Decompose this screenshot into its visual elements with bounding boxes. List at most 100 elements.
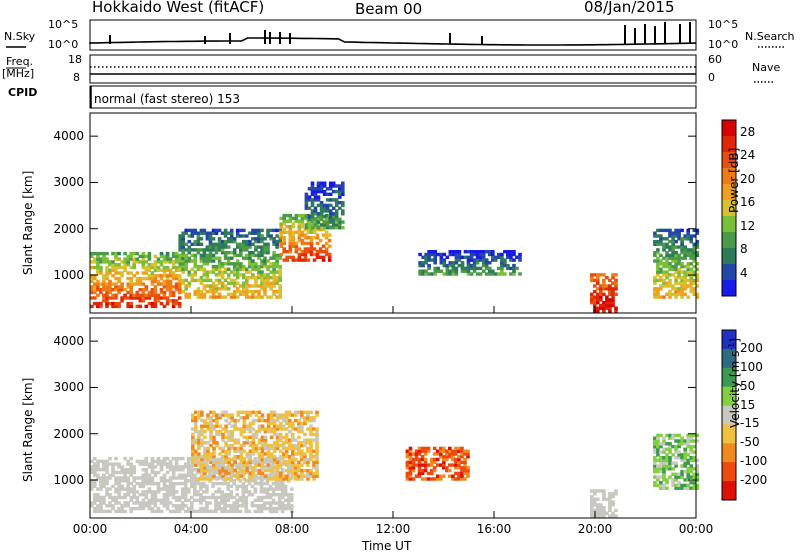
- velocity-cell: [235, 504, 239, 508]
- power-cell: [217, 287, 222, 291]
- velocity-cell: [224, 449, 228, 453]
- velocity-cell: [674, 456, 678, 460]
- power-cell: [153, 254, 158, 259]
- velocity-cell: [197, 410, 201, 414]
- power-cell: [303, 255, 308, 259]
- velocity-cell: [165, 493, 170, 497]
- velocity-cell: [187, 487, 191, 491]
- velocity-cell: [671, 478, 675, 482]
- velocity-cell: [315, 466, 319, 470]
- velocity-cell: [236, 427, 241, 431]
- power-cell: [214, 256, 219, 260]
- velocity-cell: [315, 438, 319, 442]
- velocity-cell: [315, 463, 319, 467]
- power-cell: [126, 271, 130, 275]
- velocity-cell: [284, 438, 289, 442]
- power-cell: [162, 282, 167, 286]
- power-cell: [251, 264, 255, 269]
- velocity-cell: [147, 490, 152, 494]
- velocity-cell: [168, 484, 173, 489]
- power-cell: [242, 276, 246, 280]
- power-cell: [656, 256, 660, 260]
- power-cell: [257, 295, 261, 299]
- velocity-cell: [281, 477, 286, 481]
- power-colorbar-tick: 16: [740, 195, 756, 210]
- power-cell: [611, 303, 615, 308]
- velocity-cell: [153, 504, 158, 508]
- power-cell: [269, 295, 273, 299]
- power-cell: [341, 226, 345, 230]
- velocity-cell: [665, 467, 669, 471]
- power-cell: [239, 273, 243, 277]
- velocity-cell: [259, 504, 264, 508]
- power-cell: [481, 269, 486, 273]
- velocity-cell: [259, 479, 264, 483]
- velocity-cell: [117, 487, 121, 491]
- power-cell: [242, 234, 246, 238]
- velocity-cell: [239, 427, 244, 431]
- velocity-cell: [611, 494, 615, 499]
- power-cell: [90, 274, 94, 278]
- power-cell: [300, 219, 305, 223]
- velocity-cell: [233, 474, 237, 478]
- power-cell: [190, 248, 195, 252]
- velocity-cell: [223, 493, 227, 497]
- velocity-cell: [209, 435, 213, 439]
- velocity-cell: [215, 432, 219, 437]
- power-cell: [599, 287, 603, 291]
- power-cell: [184, 284, 188, 288]
- power-cell: [448, 252, 453, 257]
- velocity-cell: [695, 483, 700, 488]
- velocity-cell: [269, 418, 274, 423]
- velocity-cell: [656, 444, 660, 449]
- power-cell: [205, 259, 210, 263]
- power-cell: [680, 239, 684, 244]
- power-cell: [608, 289, 612, 294]
- power-cell: [653, 292, 657, 296]
- power-cell: [199, 259, 204, 263]
- power-cell: [114, 288, 118, 292]
- power-cell: [205, 262, 210, 266]
- power-cell: [300, 225, 305, 229]
- power-cell: [659, 270, 663, 274]
- velocity-cell: [250, 504, 255, 508]
- velocity-cell: [120, 509, 124, 514]
- power-cell: [138, 279, 143, 284]
- power-cell: [269, 270, 273, 274]
- velocity-cell: [123, 479, 127, 483]
- velocity-cell: [284, 452, 289, 456]
- power-cell: [497, 255, 501, 259]
- power-cell: [427, 258, 431, 262]
- power-cell: [275, 242, 279, 246]
- velocity-cell: [260, 471, 265, 476]
- velocity-cell: [90, 504, 94, 508]
- power-cell: [96, 260, 100, 264]
- power-cell: [677, 273, 681, 277]
- velocity-cell: [312, 460, 316, 464]
- power-cell: [187, 259, 192, 263]
- power-cell: [599, 289, 603, 294]
- velocity-cell: [662, 439, 666, 443]
- power-cell: [331, 206, 336, 210]
- power-cell: [232, 248, 237, 252]
- xaxis-title: Time UT: [362, 539, 412, 553]
- power-cell: [105, 251, 109, 256]
- velocity-cell: [248, 410, 253, 414]
- power-cell: [260, 276, 264, 280]
- velocity-cell: [180, 495, 185, 500]
- power-cell: [291, 258, 296, 262]
- power-cell: [460, 266, 465, 271]
- power-cell: [165, 257, 170, 261]
- power-cell: [614, 281, 618, 285]
- power-cell: [126, 276, 130, 281]
- velocity-cell: [668, 444, 672, 449]
- velocity-cell: [105, 504, 109, 508]
- velocity-cell: [272, 466, 277, 470]
- power-cell: [297, 213, 302, 218]
- power-cell: [288, 255, 293, 259]
- velocity-cell: [233, 455, 237, 459]
- velocity-cell: [235, 487, 239, 491]
- power-cell: [205, 253, 210, 258]
- velocity-cell: [280, 509, 285, 514]
- velocity-cell: [423, 457, 428, 462]
